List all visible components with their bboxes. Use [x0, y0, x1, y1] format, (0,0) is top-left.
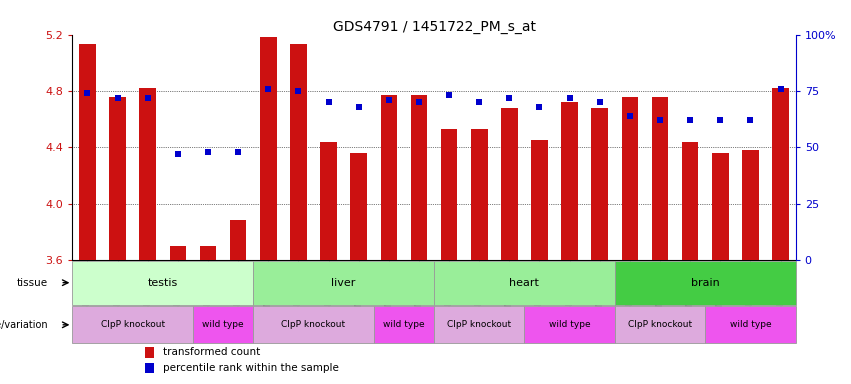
Point	[713, 117, 727, 123]
Bar	[200, 246, 216, 260]
Point	[81, 90, 94, 96]
Bar	[374, 306, 434, 343]
Bar	[712, 153, 728, 260]
Bar	[562, 102, 578, 260]
Point	[744, 117, 757, 123]
Bar	[72, 261, 254, 305]
Bar	[621, 96, 638, 260]
Bar	[109, 96, 126, 260]
Text: genotype/variation: genotype/variation	[0, 320, 49, 330]
Bar	[380, 95, 397, 260]
Bar	[411, 95, 427, 260]
Bar	[254, 261, 434, 305]
Bar	[79, 45, 95, 260]
Point	[261, 86, 275, 92]
Bar	[260, 37, 277, 260]
Point	[292, 88, 306, 94]
Bar	[652, 96, 668, 260]
Text: wild type: wild type	[203, 320, 244, 329]
Bar	[434, 306, 524, 343]
Bar	[254, 306, 374, 343]
Point	[623, 113, 637, 119]
Bar	[145, 363, 154, 373]
Bar	[773, 88, 789, 260]
Text: tissue: tissue	[17, 278, 49, 288]
Bar	[591, 108, 608, 260]
Bar	[169, 246, 186, 260]
Bar	[193, 306, 254, 343]
Text: wild type: wild type	[383, 320, 425, 329]
Text: liver: liver	[331, 278, 356, 288]
Text: ClpP knockout: ClpP knockout	[628, 320, 692, 329]
Bar	[72, 306, 193, 343]
Text: wild type: wild type	[729, 320, 771, 329]
Bar	[742, 150, 759, 260]
Text: heart: heart	[510, 278, 540, 288]
Bar	[351, 153, 367, 260]
Bar	[471, 129, 488, 260]
Point	[654, 117, 667, 123]
Point	[111, 94, 124, 101]
Bar	[501, 108, 517, 260]
Bar	[290, 45, 306, 260]
Text: testis: testis	[147, 278, 178, 288]
Bar	[145, 348, 154, 358]
Bar	[614, 306, 705, 343]
Point	[443, 92, 456, 98]
Point	[533, 104, 546, 110]
Point	[563, 94, 576, 101]
Text: ClpP knockout: ClpP knockout	[282, 320, 346, 329]
Point	[683, 117, 697, 123]
Point	[593, 99, 607, 105]
Bar	[230, 220, 247, 260]
Point	[141, 94, 155, 101]
Text: brain: brain	[691, 278, 720, 288]
Point	[322, 99, 335, 105]
Point	[351, 104, 365, 110]
Bar	[320, 142, 337, 260]
Point	[774, 86, 787, 92]
Text: wild type: wild type	[549, 320, 591, 329]
Text: ClpP knockout: ClpP knockout	[447, 320, 511, 329]
Point	[171, 151, 185, 157]
Bar	[140, 88, 156, 260]
Text: ClpP knockout: ClpP knockout	[100, 320, 165, 329]
Title: GDS4791 / 1451722_PM_s_at: GDS4791 / 1451722_PM_s_at	[333, 20, 535, 33]
Point	[472, 99, 486, 105]
Point	[503, 94, 517, 101]
Bar	[614, 261, 796, 305]
Bar	[682, 142, 699, 260]
Bar	[434, 261, 614, 305]
Point	[201, 149, 214, 155]
Text: percentile rank within the sample: percentile rank within the sample	[163, 363, 339, 373]
Bar	[705, 306, 796, 343]
Bar	[531, 140, 548, 260]
Bar	[524, 306, 614, 343]
Bar	[441, 129, 457, 260]
Point	[231, 149, 245, 155]
Point	[412, 99, 426, 105]
Text: transformed count: transformed count	[163, 348, 260, 358]
Point	[382, 97, 396, 103]
